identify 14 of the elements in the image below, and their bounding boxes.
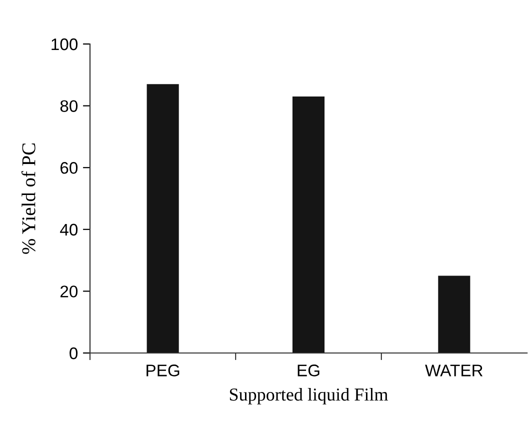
bar — [146, 84, 179, 353]
y-tick-label: 100 — [52, 38, 78, 50]
x-tick-label: PEG — [146, 364, 180, 376]
y-tick-label: 40 — [60, 224, 78, 236]
y-tick-label: 20 — [60, 286, 78, 298]
bar — [292, 96, 325, 353]
y-tick-label: 60 — [60, 162, 78, 174]
x-tick-label: EG — [298, 364, 320, 376]
x-axis-title: Supported liquid Film — [230, 388, 388, 404]
y-axis-title: % Yield of PC — [21, 143, 36, 254]
y-tick-label: 0 — [70, 347, 78, 360]
bar — [438, 276, 470, 353]
y-tick-label: 80 — [60, 100, 78, 112]
x-tick-label: WATER — [425, 364, 483, 376]
